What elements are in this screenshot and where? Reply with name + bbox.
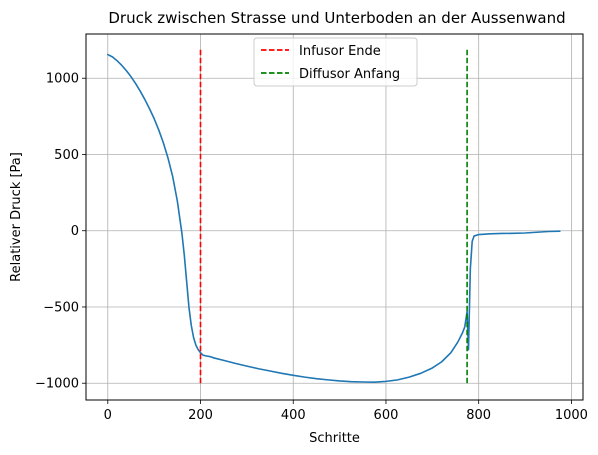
x-tick-label: 0 — [104, 408, 112, 423]
x-tick-label: 800 — [466, 408, 491, 423]
x-tick-label: 1000 — [555, 408, 588, 423]
legend: Infusor Ende Diffusor Anfang — [254, 38, 417, 86]
x-tick-label: 600 — [374, 408, 399, 423]
x-tick-label: 200 — [188, 408, 213, 423]
y-tick-label: 1000 — [46, 72, 79, 87]
x-axis-label: Schritte — [309, 431, 360, 446]
y-tick-label: −500 — [43, 300, 79, 315]
chart-title: Druck zwischen Strasse und Unterboden an… — [108, 9, 565, 27]
y-tick-label: −1000 — [35, 377, 79, 392]
legend-label-infusor: Infusor Ende — [299, 44, 381, 59]
y-tick-label: 500 — [54, 148, 79, 163]
y-tick-label: 0 — [71, 224, 79, 239]
legend-label-diffusor: Diffusor Anfang — [299, 67, 400, 82]
y-axis-label: Relativer Druck [Pa] — [9, 152, 24, 282]
x-tick-label: 400 — [281, 408, 306, 423]
